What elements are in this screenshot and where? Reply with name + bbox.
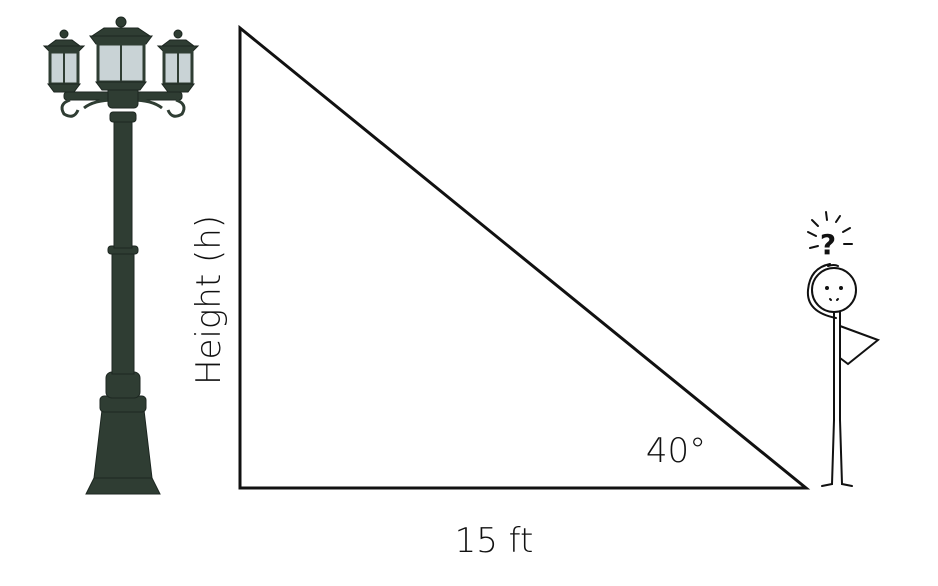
- question-mark: ?: [820, 228, 836, 261]
- street-lamp-post-icon: [42, 16, 200, 495]
- base-length-label: 15 ft: [455, 521, 534, 561]
- angle-label: 40°: [646, 431, 706, 471]
- triangle-outline: [238, 24, 811, 490]
- right-triangle: [238, 24, 811, 490]
- height-label: Height (h): [189, 215, 229, 385]
- confused-stick-figure-icon: [806, 211, 881, 487]
